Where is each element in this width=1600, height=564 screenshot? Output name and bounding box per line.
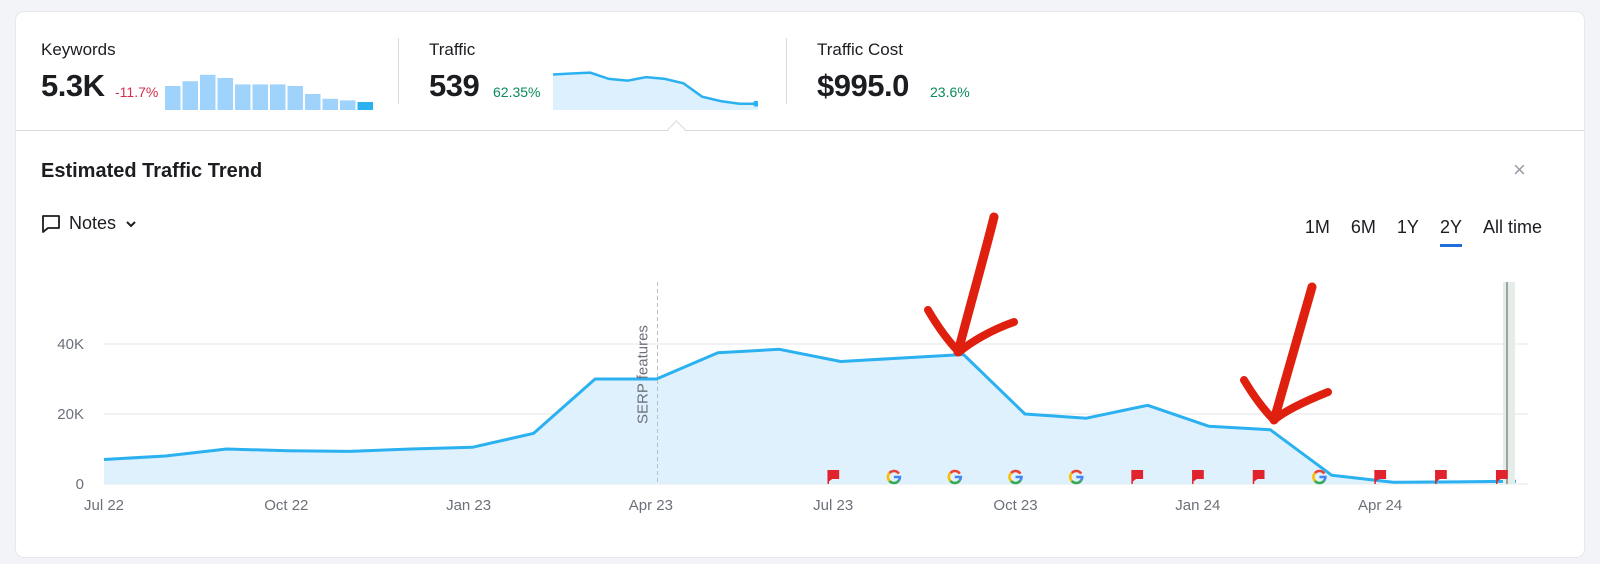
google-update-icon (886, 472, 891, 483)
metric-traffic-cost[interactable]: Traffic Cost $995.0 23.6% (817, 40, 970, 103)
google-update-icon (947, 472, 952, 483)
spark-dot (753, 100, 758, 107)
note-flag-icon (1496, 470, 1508, 482)
metric-traffic-cost-label: Traffic Cost (817, 40, 903, 59)
panel-title: Estimated Traffic Trend (41, 160, 263, 182)
spark-bar (357, 102, 373, 110)
note-flag-icon (1375, 470, 1387, 482)
spark-bar (252, 84, 268, 110)
notes-label: Notes (69, 213, 117, 233)
metric-traffic[interactable]: Traffic 539 62.35% (429, 40, 540, 103)
annotation-label: SERP features (635, 325, 652, 424)
spark-line (553, 71, 758, 106)
google-update-icon (1314, 479, 1326, 485)
note-flag-icon (1192, 470, 1204, 482)
metric-traffic-value: 539 (429, 68, 480, 103)
google-update-icon (888, 479, 900, 485)
google-update-icon (949, 469, 961, 475)
note-flag-icon (828, 470, 840, 482)
x-tick-label: Jan 23 (446, 497, 491, 514)
spark-bar (322, 98, 338, 110)
google-update-icon (888, 469, 900, 475)
google-update-icon (1015, 475, 1023, 482)
x-tick-label: Jan 24 (1175, 497, 1220, 514)
spark-area (553, 72, 758, 110)
current-period-highlight (1503, 282, 1515, 484)
spark-bar (182, 81, 198, 110)
google-update-icon (1319, 475, 1327, 482)
spark-bar (235, 84, 251, 110)
google-update-icon (1068, 472, 1073, 483)
note-flag-icon (1435, 470, 1447, 482)
google-update-icon (1076, 475, 1084, 482)
metric-keywords-label: Keywords (41, 40, 116, 59)
divider (398, 38, 399, 104)
spark-bar (270, 84, 286, 110)
range-tab-all-time[interactable]: All time (1482, 217, 1542, 237)
metric-keywords-delta: -11.7% (115, 84, 159, 100)
metric-traffic-cost-delta: 23.6% (930, 84, 970, 100)
y-tick-label: 20K (57, 406, 84, 423)
note-flag-icon (1253, 470, 1265, 482)
google-update-icon (949, 479, 961, 485)
google-update-icon (954, 475, 963, 482)
traffic-sparkline (553, 71, 758, 110)
traffic-trend-chart: 0 20K 40K Jul 22 Oct 22 Jan 23 Apr 23 Jul 23 Oct… (57, 212, 1528, 514)
metric-traffic-delta: 62.35% (493, 84, 541, 100)
spark-bar (200, 74, 216, 110)
x-tick-label: Oct 22 (264, 497, 308, 514)
spark-bar (305, 94, 321, 110)
metric-keywords-value: 5.3K (41, 68, 105, 103)
range-tab-2y[interactable]: 2Y (1439, 217, 1462, 247)
x-tick-label: Oct 23 (993, 497, 1037, 514)
metric-traffic-cost-value: $995.0 (817, 68, 909, 103)
google-update-icon (1010, 469, 1022, 475)
x-tick-label: Apr 23 (629, 497, 673, 514)
x-tick-label: Jul 22 (84, 497, 124, 514)
red-arrow-annotation (1240, 376, 1332, 424)
close-icon[interactable]: × (1513, 157, 1526, 182)
spark-bar (287, 86, 303, 110)
keywords-sparkline (165, 74, 373, 110)
notes-dropdown[interactable]: Notes (41, 213, 138, 234)
spark-bar (217, 78, 233, 110)
traffic-area (104, 349, 1516, 484)
range-tab-1y[interactable]: 1Y (1396, 217, 1419, 237)
x-tick-label: Jul 23 (813, 497, 853, 514)
range-tab-1m[interactable]: 1M (1304, 217, 1330, 237)
x-tick-label: Apr 24 (1358, 497, 1402, 514)
note-flag-icon (1132, 470, 1144, 482)
divider (786, 38, 787, 104)
google-update-icon (893, 475, 902, 482)
comment-icon (42, 214, 60, 233)
y-tick-label: 40K (57, 336, 84, 353)
traffic-overview-card: Keywords 5.3K -11.7% Traffic 539 62.35% … (16, 12, 1584, 557)
google-update-icon (1070, 469, 1083, 475)
red-arrow-annotation (1269, 282, 1317, 425)
metric-traffic-label: Traffic (429, 40, 476, 59)
range-tab-6m[interactable]: 6M (1350, 217, 1376, 237)
google-update-icon (1070, 479, 1083, 485)
traffic-line (103, 347, 1517, 484)
chevron-down-icon (126, 220, 136, 227)
spark-bar (165, 86, 181, 110)
red-arrow-annotation (924, 306, 1018, 356)
google-update-icon (1312, 472, 1317, 483)
metric-keywords[interactable]: Keywords 5.3K -11.7% (41, 40, 158, 103)
google-update-icon (1008, 472, 1013, 483)
y-tick-label: 0 (76, 476, 84, 493)
spark-bar (340, 100, 356, 110)
metrics-bar: Keywords 5.3K -11.7% Traffic 539 62.35% … (16, 12, 1584, 131)
google-update-icon (1010, 479, 1022, 485)
google-update-icon (1314, 469, 1326, 475)
red-arrow-annotation (953, 212, 999, 357)
date-range-tabs: 1M 6M 1Y 2Y All time (1305, 217, 1542, 247)
